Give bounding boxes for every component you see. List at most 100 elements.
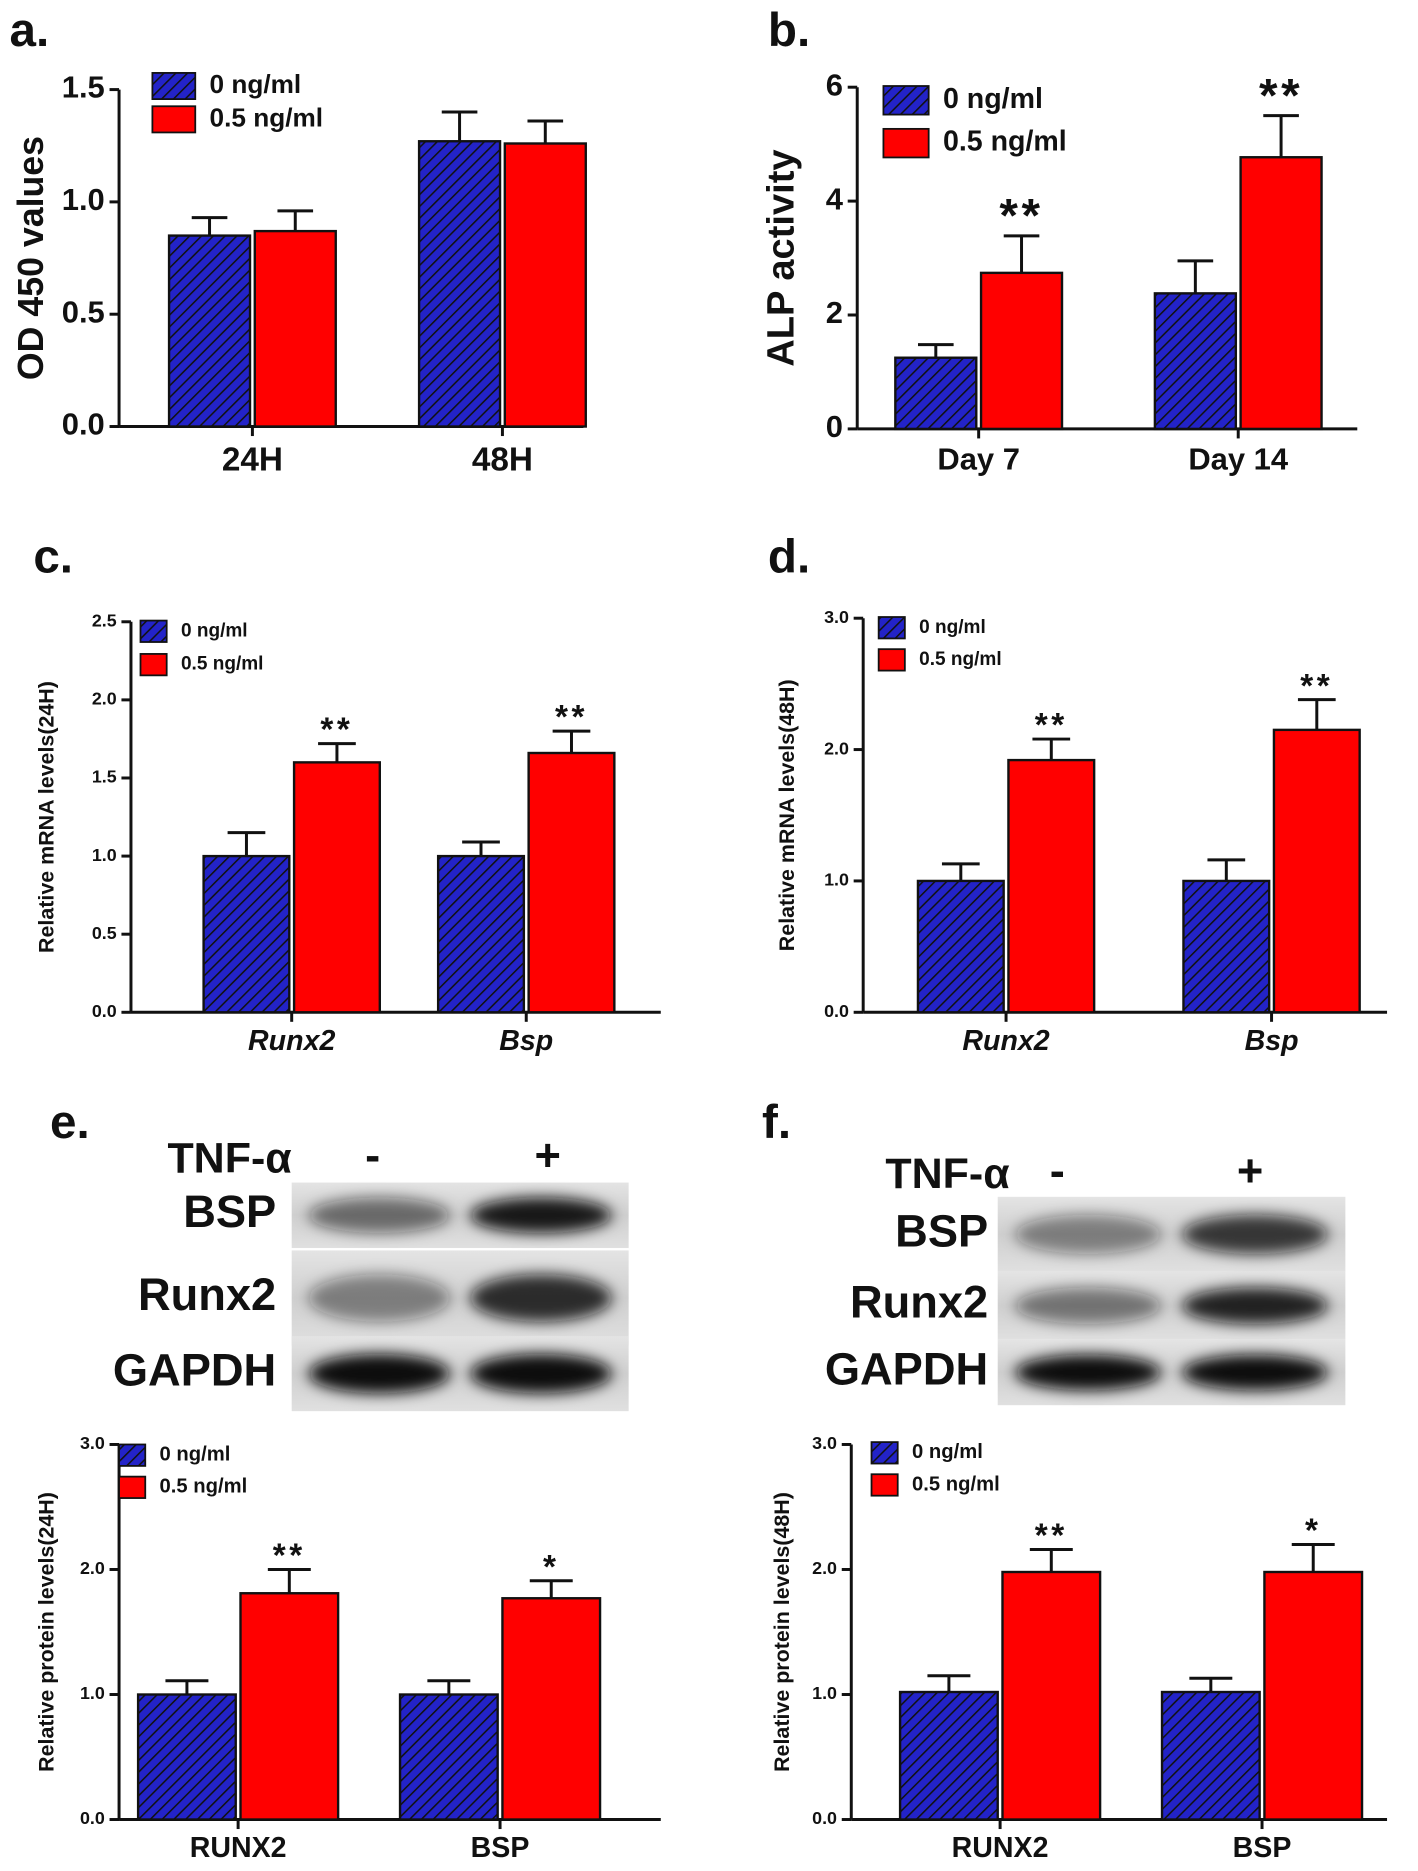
error-bar [267,1568,311,1594]
significance-mark: ** [320,712,353,749]
legend-swatch [870,1473,899,1497]
significance-mark: ** [273,1538,306,1575]
bar [527,751,616,1014]
blot-row-label: GAPDH [113,1345,276,1396]
x-tick-label: Runx2 [962,1025,1049,1057]
error-bar [462,840,500,857]
blot-row-label: GAPDH [825,1343,988,1394]
legend-swatch [151,72,197,100]
bar [417,140,502,428]
bar [979,271,1064,431]
x-tick-label: BSP [471,1832,530,1864]
blot-lane: + [1237,1145,1263,1196]
significance-mark: * [1305,1513,1322,1550]
legend-swatch [139,619,168,643]
legend-swatch [151,105,197,134]
error-bar [191,216,228,236]
legend-label: 0 ng/ml [210,69,302,99]
legend-swatch [882,85,930,116]
error-bar [1207,858,1246,881]
y-tick-label: 1.0 [92,845,117,865]
bar [898,1690,999,1821]
error-bar [318,742,356,763]
y-tick-label: 0.0 [812,1808,837,1828]
error-bar [1177,259,1214,294]
y-tick-label: 1.0 [824,870,849,890]
y-axis-label: OD 450 values [11,136,51,380]
y-axis-label: Relative mRNA levels(24H) [34,681,58,953]
legend-label: 0 ng/ml [181,620,248,641]
x-tick-label: Bsp [499,1025,553,1057]
bar [1007,758,1096,1014]
bar [436,854,526,1014]
blot-row-label: BSP [895,1205,988,1256]
legend-swatch [118,1443,147,1467]
blot-band [470,1274,612,1322]
y-tick-label: 2.5 [92,610,117,630]
blot-treatment: TNF-α [167,1134,291,1182]
y-tick-label: 1.5 [92,767,117,787]
x-tick-label: Runx2 [248,1025,335,1057]
legend-label: 0.5 ng/ml [912,1473,1000,1495]
error-bar [1189,1676,1233,1693]
x-tick-label: Day 14 [1188,442,1289,477]
blot-band [308,1353,451,1394]
error-bar [529,1579,573,1599]
x-tick-label: 24H [222,441,283,478]
legend-swatch [870,1441,899,1465]
significance-mark: ** [1035,707,1068,744]
y-tick-label: 0.5 [92,923,117,943]
legend-label: 0.5 ng/ml [160,1476,248,1498]
significance-mark: * [543,1549,560,1586]
significance-mark: ** [555,699,588,736]
y-tick-label: 4 [826,181,844,216]
panel-label: b. [768,4,810,57]
bar [503,142,587,428]
panel-label: f. [762,1096,791,1149]
y-tick-label: 0.0 [92,1001,117,1021]
error-bar [1297,698,1336,730]
blot-treatment: TNF-α [885,1150,1009,1198]
x-tick-label: Bsp [1245,1025,1299,1057]
legend-swatch [877,616,906,640]
y-tick-label: 0.0 [80,1808,105,1828]
bar [894,356,978,431]
x-tick-label: RUNX2 [952,1832,1049,1864]
blot-band [470,1197,612,1234]
bar [1263,1570,1364,1821]
error-bar [527,119,564,144]
bar [398,1693,499,1821]
blot-band [308,1274,451,1322]
legend-label: 0.5 ng/ml [210,102,324,132]
blot-band [1015,1287,1162,1325]
legend-label: 0 ng/ml [160,1444,231,1466]
y-tick-label: 2.0 [92,689,117,709]
error-bar [552,729,591,753]
bar [1001,1570,1102,1821]
blot-band [1015,1214,1162,1255]
legend-label: 0 ng/ml [919,617,986,638]
y-axis-label: Relative mRNA levels(48H) [775,679,799,951]
y-tick-label: 0.0 [824,1001,849,1021]
x-tick-label: BSP [1233,1832,1292,1864]
bar [239,1592,340,1821]
panel-label: d. [768,530,810,583]
y-tick-label: 6 [826,67,843,102]
y-tick-label: 3.0 [824,607,849,627]
bar [202,854,291,1014]
y-tick-label: 3.0 [812,1433,837,1453]
y-tick-label: 1.0 [812,1683,837,1703]
bar [253,229,337,428]
y-tick-label: 2.0 [812,1558,837,1578]
error-bar [1263,114,1299,158]
y-tick-label: 0.5 [62,294,105,329]
bar [136,1693,237,1821]
error-bar [1003,234,1040,273]
legend-label: 0.5 ng/ml [943,126,1067,158]
y-tick-label: 0.0 [62,407,105,442]
bar [1239,156,1323,431]
blot-row-label: Runx2 [138,1269,276,1320]
error-bar [1291,1543,1335,1572]
error-bar [941,862,980,881]
panel-label: a. [10,4,50,57]
